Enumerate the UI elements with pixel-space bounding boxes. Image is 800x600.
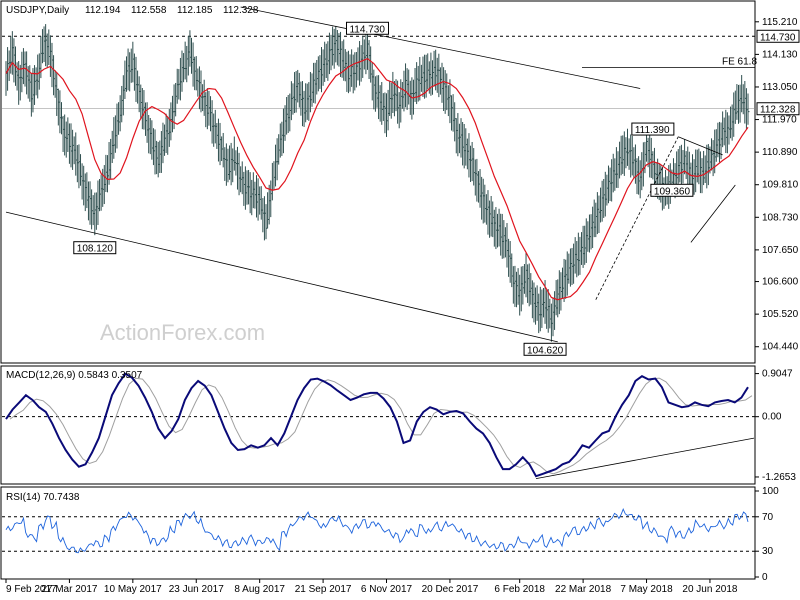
- rsi-line: [5, 508, 749, 554]
- annotation-label: 109.360: [654, 186, 691, 197]
- x-tick-label: 8 Aug 2017: [234, 584, 285, 595]
- watermark: ActionForex.com: [100, 320, 265, 345]
- price-tick-label: 110.890: [762, 147, 798, 158]
- annotation-box: [650, 183, 694, 197]
- ohlc-close: 112.328: [223, 5, 259, 16]
- annotation-label: 108.120: [77, 244, 114, 255]
- lower-channel-line: [5, 211, 558, 343]
- macd-trendline: [535, 437, 755, 480]
- price-tick-label: 105.520: [762, 309, 799, 320]
- x-tick-label: 7 May 2018: [620, 584, 673, 595]
- annotation-box: [345, 21, 389, 35]
- fe-level-label: FE 61.8: [722, 56, 757, 67]
- price-tick-label: 111.970: [762, 115, 797, 126]
- x-tick-label: 20 Dec 2017: [422, 584, 479, 595]
- price-bars: [5, 24, 750, 342]
- rsi-panel: [0, 486, 756, 580]
- x-tick-label: 20 Jun 2018: [682, 584, 737, 595]
- macd-layer: 0.9047 0.00 -1.2653: [2, 369, 796, 483]
- ohlc-high: 112.558: [131, 5, 167, 16]
- x-tick-label: 22 Mar 2018: [555, 584, 612, 595]
- rsi-layer: 100 70 30 0: [2, 486, 779, 583]
- macd-panel: [0, 365, 756, 485]
- x-tick-label: 9 Feb 2017: [6, 584, 57, 595]
- annotation-label: 114.730: [349, 24, 385, 35]
- x-tick-label: 27 Mar 2017: [41, 584, 98, 595]
- rsi-tick-label: 0: [762, 572, 768, 583]
- x-tick-label: 6 Nov 2017: [361, 584, 413, 595]
- ohlc-open: 112.194: [85, 5, 121, 16]
- x-tick-label: 10 May 2017: [104, 584, 162, 595]
- last-price-label: 112.328: [760, 105, 796, 116]
- price-tick-label: 107.650: [762, 245, 799, 256]
- triangle-lower-line: [690, 184, 736, 243]
- macd-tick-label: -1.2653: [762, 472, 796, 483]
- annotation-label: 111.390: [635, 125, 670, 136]
- high-line-label: 114.730: [760, 32, 796, 43]
- annotation-box: [73, 241, 117, 255]
- macd-tick-label: 0.9047: [762, 369, 793, 380]
- price-tick-label: 109.810: [762, 180, 799, 191]
- price-annotations: 114.730 108.120 104.620 111.390 109.360: [73, 21, 694, 356]
- ohlc-low: 112.185: [177, 5, 213, 16]
- annotation-box: [523, 342, 567, 356]
- last-price-box: [756, 102, 800, 116]
- moving-average-line: [5, 58, 749, 301]
- price-tick-label: 113.050: [762, 82, 798, 93]
- rsi-tick-label: 100: [762, 486, 779, 497]
- macd-label: MACD(12,26,9) 0.5843 0.3507: [6, 370, 143, 381]
- triangle-upper-line: [678, 136, 723, 156]
- macd-line: [5, 372, 749, 478]
- price-title: USDJPY,Daily: [6, 5, 69, 16]
- price-tick-label: 114.130: [762, 49, 798, 60]
- price-tick-label: 108.730: [762, 212, 799, 223]
- price-tick-label: 104.440: [762, 342, 799, 353]
- rsi-label: RSI(14) 70.7438: [6, 492, 80, 503]
- rsi-tick-label: 70: [762, 512, 774, 523]
- upper-channel-line: [240, 6, 641, 89]
- high-line-label-box: [756, 29, 800, 43]
- x-tick-label: 21 Sep 2017: [295, 584, 352, 595]
- rising-dashed-line: [595, 136, 679, 300]
- trendlines: [5, 6, 736, 343]
- x-tick-label: 6 Feb 2018: [494, 584, 545, 595]
- macd-tick-label: 0.00: [762, 412, 782, 423]
- x-tick-label: 23 Jun 2017: [169, 584, 224, 595]
- price-tick-label: 115.210: [762, 17, 798, 28]
- price-axis: 115.210 114.130 113.050 111.970 110.890 109.8…: [755, 17, 800, 353]
- annotation-label: 104.620: [527, 345, 564, 356]
- rsi-tick-label: 30: [762, 546, 774, 557]
- price-tick-label: 106.600: [762, 277, 799, 288]
- annotation-box: [631, 122, 675, 136]
